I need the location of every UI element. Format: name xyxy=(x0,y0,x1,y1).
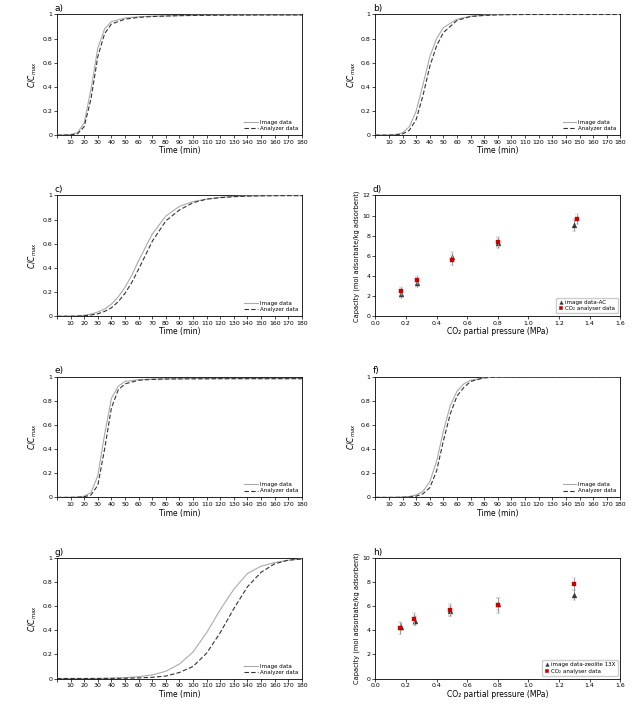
X-axis label: CO₂ partial pressure (MPa): CO₂ partial pressure (MPa) xyxy=(447,327,549,337)
X-axis label: Time (min): Time (min) xyxy=(477,508,518,518)
Legend: Image data, Analyzer data: Image data, Analyzer data xyxy=(243,481,299,495)
Legend: Image data, Analyzer data: Image data, Analyzer data xyxy=(243,300,299,314)
Text: c): c) xyxy=(54,185,63,195)
X-axis label: Time (min): Time (min) xyxy=(159,327,200,337)
Text: b): b) xyxy=(373,4,382,13)
Text: f): f) xyxy=(373,366,380,376)
Y-axis label: $C/C_{max}$: $C/C_{max}$ xyxy=(27,243,39,269)
Text: h): h) xyxy=(373,548,382,556)
Y-axis label: $C/C_{max}$: $C/C_{max}$ xyxy=(27,424,39,450)
Y-axis label: $C/C_{max}$: $C/C_{max}$ xyxy=(27,61,39,88)
Legend: image data-zeolite 13X, CO₂ analyser data: image data-zeolite 13X, CO₂ analyser dat… xyxy=(541,660,618,676)
Text: e): e) xyxy=(54,366,64,376)
Y-axis label: $C/C_{max}$: $C/C_{max}$ xyxy=(27,605,39,632)
X-axis label: Time (min): Time (min) xyxy=(159,690,200,699)
Legend: Image data, Analyzer data: Image data, Analyzer data xyxy=(561,119,618,132)
Text: d): d) xyxy=(373,185,382,195)
X-axis label: Time (min): Time (min) xyxy=(159,508,200,518)
Text: g): g) xyxy=(54,548,64,556)
Text: a): a) xyxy=(54,4,63,13)
Legend: Image data, Analyzer data: Image data, Analyzer data xyxy=(243,663,299,676)
X-axis label: Time (min): Time (min) xyxy=(159,146,200,155)
X-axis label: Time (min): Time (min) xyxy=(477,146,518,155)
Y-axis label: Capacity (mol adsorbate/kg adsorbent): Capacity (mol adsorbate/kg adsorbent) xyxy=(353,190,360,322)
Legend: Image data, Analyzer data: Image data, Analyzer data xyxy=(561,481,618,495)
X-axis label: CO₂ partial pressure (MPa): CO₂ partial pressure (MPa) xyxy=(447,690,549,699)
Y-axis label: Capacity (mol adsorbate/kg adsorbent): Capacity (mol adsorbate/kg adsorbent) xyxy=(353,552,360,684)
Y-axis label: $C/C_{max}$: $C/C_{max}$ xyxy=(346,61,358,88)
Y-axis label: $C/C_{max}$: $C/C_{max}$ xyxy=(346,424,358,450)
Legend: image data-AC, CO₂ analyser data: image data-AC, CO₂ analyser data xyxy=(556,298,618,314)
Legend: Image data, Analyzer data: Image data, Analyzer data xyxy=(243,119,299,132)
